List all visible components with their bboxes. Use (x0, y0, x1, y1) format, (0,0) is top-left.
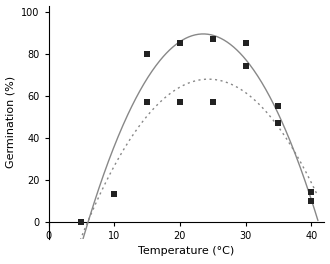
Point (177, 100, 182, 104)
Point (243, 64, 248, 69)
Point (309, 199, 314, 203)
Point (243, 41, 248, 45)
Point (210, 100, 215, 104)
Point (79, 220, 84, 224)
Point (309, 190, 314, 195)
Point (276, 104, 281, 109)
Point (177, 41, 182, 45)
X-axis label: Temperature (°C): Temperature (°C) (138, 246, 235, 256)
Point (145, 100, 150, 104)
Y-axis label: Germination (%): Germination (%) (6, 76, 16, 168)
Point (276, 121, 281, 125)
Point (145, 52, 150, 56)
Point (210, 37, 215, 41)
Point (112, 192, 117, 197)
